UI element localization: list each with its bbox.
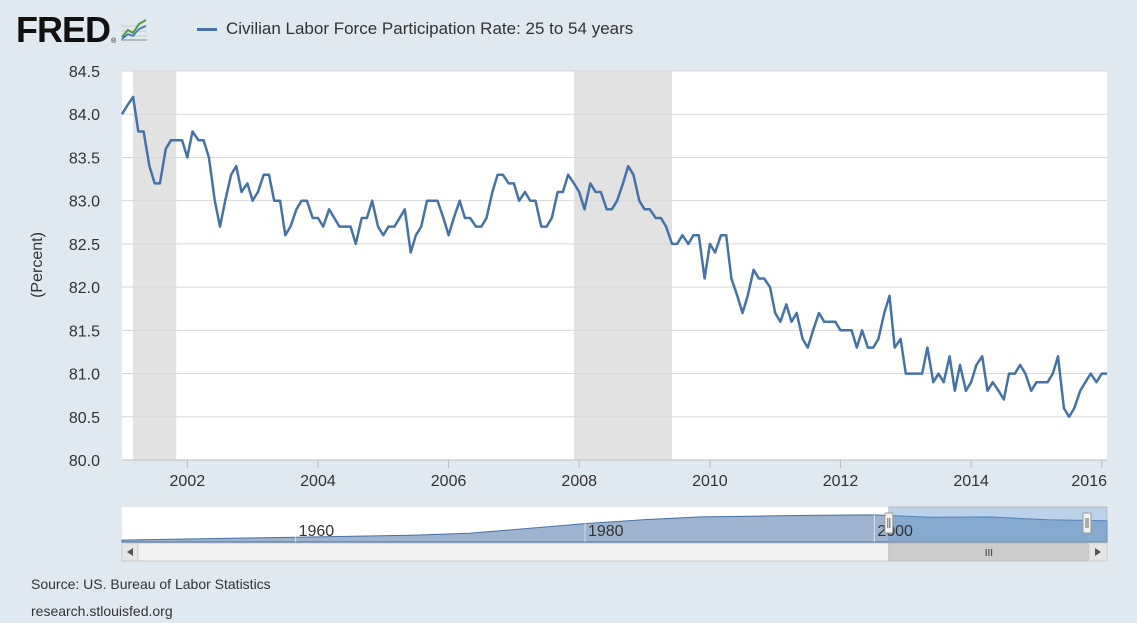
navigator-tick-label: 2000: [877, 523, 913, 540]
registered-mark: ®: [111, 38, 117, 45]
y-tick-label: 81.5: [69, 323, 100, 340]
navigator-handle-right[interactable]: [1082, 512, 1092, 534]
y-tick-label: 81.0: [69, 367, 100, 384]
y-tick-label: 82.0: [69, 280, 100, 297]
legend-swatch: [197, 27, 217, 31]
arrow-right-icon: [1095, 548, 1101, 556]
grid-lines: [122, 70, 1107, 461]
scrollbar[interactable]: III: [121, 542, 1108, 562]
navigator-tick-label: 1980: [588, 523, 624, 540]
navigator-tick-label: 1960: [299, 523, 335, 540]
x-tick-label: 2008: [561, 473, 597, 490]
x-tick-label: 2006: [431, 473, 467, 490]
recession-band: [133, 71, 177, 460]
arrow-left-icon: [127, 548, 133, 556]
y-axis-title: (Percent): [29, 232, 46, 298]
recession-band: [574, 71, 672, 460]
source-note: Source: US. Bureau of Labor Statistics: [31, 576, 271, 592]
navigator[interactable]: 1960 1980 2000: [121, 506, 1108, 543]
y-tick-label: 80.5: [69, 410, 100, 427]
y-tick-label: 82.5: [69, 237, 100, 254]
x-tick-label: 2016: [1071, 473, 1107, 490]
y-tick-label: 83.0: [69, 194, 100, 211]
chart-line-icon: [121, 19, 148, 41]
scroll-left-button[interactable]: [121, 542, 139, 562]
fred-logo-text: FRED: [16, 9, 111, 50]
y-tick-label: 84.5: [69, 64, 100, 81]
navigator-series-area: [121, 514, 1108, 543]
recession-shading: [133, 71, 672, 460]
x-tick-label: 2004: [300, 473, 336, 490]
y-tick-label: 84.0: [69, 107, 100, 124]
chart-legend[interactable]: Civilian Labor Force Participation Rate:…: [197, 19, 633, 39]
navigator-selection[interactable]: [888, 506, 1108, 543]
y-tick-label: 80.0: [69, 453, 100, 470]
x-tick-label: 2012: [823, 473, 859, 490]
site-link[interactable]: research.stlouisfed.org: [31, 603, 173, 619]
handle-body: [884, 512, 894, 534]
y-tick-label: 83.5: [69, 150, 100, 167]
grip-icon: III: [985, 548, 993, 559]
x-tick-label: 2014: [953, 473, 989, 490]
x-tick-label: 2010: [692, 473, 728, 490]
x-tick-label: 2002: [170, 473, 206, 490]
series-line: [120, 95, 1107, 419]
scroll-right-button[interactable]: [1088, 542, 1108, 562]
legend-label: Civilian Labor Force Participation Rate:…: [226, 19, 634, 38]
handle-body: [1082, 512, 1092, 534]
navigator-handle-left[interactable]: [884, 512, 894, 534]
x-axis: 2002 2004 2006 2008 2010 2012 2014 2016: [170, 460, 1107, 490]
fred-logo[interactable]: FRED ®: [16, 12, 149, 48]
y-axis: 80.0 80.5 81.0 81.5 82.0 82.5 83.0 83.5 84.0 84.5: [69, 64, 100, 470]
